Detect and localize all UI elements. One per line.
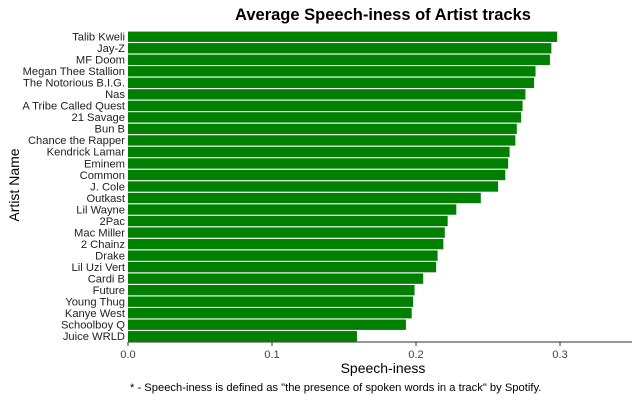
category-label-8: Bun B bbox=[95, 124, 125, 136]
bar-6 bbox=[128, 100, 523, 112]
bar-4 bbox=[128, 77, 535, 89]
category-label-16: 2Pac bbox=[100, 216, 126, 228]
category-label-4: The Notorious B.I.G. bbox=[23, 78, 125, 90]
chart-title: Average Speech-iness of Artist tracks bbox=[235, 6, 531, 24]
bar-25 bbox=[128, 319, 406, 330]
category-label-25: Schoolboy Q bbox=[61, 320, 125, 332]
bar-14 bbox=[128, 192, 481, 204]
bars-group bbox=[128, 31, 558, 342]
category-label-7: 21 Savage bbox=[72, 112, 126, 124]
category-label-6: A Tribe Called Quest bbox=[22, 101, 125, 113]
x-tick-label-3: 0.3 bbox=[552, 349, 568, 361]
y-axis-title: Artist Name bbox=[6, 148, 22, 221]
bar-1 bbox=[128, 43, 552, 54]
category-label-22: Future bbox=[93, 285, 125, 297]
bar-21 bbox=[128, 273, 424, 284]
chart-caption: * - Speech-iness is defined as "the pres… bbox=[130, 382, 541, 394]
bar-0 bbox=[128, 31, 558, 42]
category-label-26: Juice WRLD bbox=[63, 331, 125, 343]
bar-3 bbox=[128, 66, 536, 77]
bar-11 bbox=[128, 158, 509, 169]
bar-9 bbox=[128, 135, 516, 146]
category-label-11: Eminem bbox=[84, 158, 125, 170]
x-tick-label-1: 0.1 bbox=[264, 349, 280, 361]
bar-16 bbox=[128, 215, 448, 227]
bar-2 bbox=[128, 54, 550, 65]
bar-26 bbox=[128, 331, 357, 342]
bar-15 bbox=[128, 204, 457, 215]
bar-8 bbox=[128, 123, 517, 135]
x-axis-ticks: 0.0 0.1 0.2 0.3 bbox=[120, 342, 568, 361]
bar-12 bbox=[128, 169, 506, 181]
category-label-13: J. Cole bbox=[90, 181, 125, 193]
category-label-14: Outkast bbox=[86, 193, 125, 205]
bar-13 bbox=[128, 181, 499, 192]
category-label-23: Young Thug bbox=[65, 296, 125, 308]
x-tick-label-2: 0.2 bbox=[408, 349, 424, 361]
category-label-0: Talib Kweli bbox=[72, 32, 125, 44]
bar-24 bbox=[128, 308, 412, 319]
category-label-1: Jay-Z bbox=[97, 43, 125, 55]
bar-7 bbox=[128, 112, 522, 123]
category-label-19: Drake bbox=[95, 250, 125, 262]
x-tick-label-0: 0.0 bbox=[120, 349, 136, 361]
category-label-15: Lil Wayne bbox=[76, 204, 125, 216]
bar-17 bbox=[128, 227, 445, 238]
category-label-17: Mac Miller bbox=[74, 227, 125, 239]
category-label-18: 2 Chainz bbox=[81, 239, 126, 251]
bar-20 bbox=[128, 261, 437, 273]
category-label-20: Lil Uzi Vert bbox=[72, 262, 126, 274]
bar-19 bbox=[128, 250, 438, 261]
category-label-5: Nas bbox=[105, 89, 125, 101]
x-axis-title: Speech-iness bbox=[341, 360, 426, 376]
category-label-9: Chance the Rapper bbox=[28, 135, 125, 147]
bar-18 bbox=[128, 238, 444, 250]
bar-22 bbox=[128, 284, 415, 296]
bar-10 bbox=[128, 146, 510, 158]
category-label-10: Kendrick Lamar bbox=[47, 147, 126, 159]
category-label-3: Megan Thee Stallion bbox=[23, 66, 125, 78]
bar-5 bbox=[128, 89, 526, 100]
category-label-24: Kanye West bbox=[65, 308, 126, 320]
category-label-21: Cardi B bbox=[88, 273, 125, 285]
category-label-2: MF Doom bbox=[76, 55, 125, 67]
bar-23 bbox=[128, 296, 414, 307]
category-label-12: Common bbox=[80, 170, 125, 182]
